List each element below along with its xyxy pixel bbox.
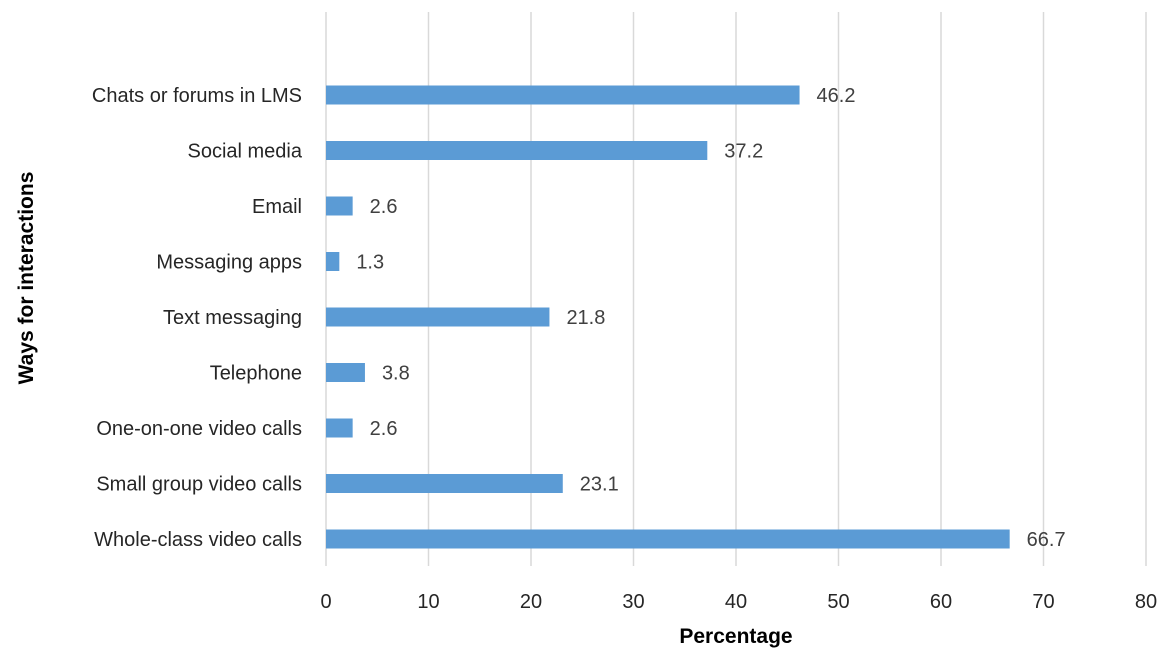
x-tick-label: 50 — [827, 591, 849, 613]
bar — [326, 529, 1010, 549]
category-label: Chats or forums in LMS — [92, 85, 302, 107]
bar — [326, 418, 353, 438]
data-label: 21.8 — [566, 307, 605, 329]
bar — [326, 363, 365, 382]
category-label: Whole-class video calls — [94, 529, 302, 551]
x-tick-label: 30 — [622, 591, 644, 613]
x-tick-label: 20 — [520, 591, 542, 613]
category-label: Email — [252, 196, 302, 218]
data-label: 23.1 — [580, 474, 619, 496]
x-tick-label: 70 — [1032, 591, 1054, 613]
x-tick-label: 0 — [320, 591, 331, 613]
category-label: One-on-one video calls — [96, 418, 302, 440]
x-tick-label: 60 — [930, 591, 952, 613]
data-label: 66.7 — [1027, 529, 1066, 551]
x-tick-label: 40 — [725, 591, 747, 613]
data-label: 3.8 — [382, 363, 410, 385]
bar — [326, 85, 800, 105]
category-labels: Chats or forums in LMS Social media Email M… — [92, 85, 303, 551]
bar — [326, 252, 340, 271]
x-tick-label: 10 — [417, 591, 439, 613]
x-axis-title: Percentage — [679, 625, 792, 648]
category-label: Text messaging — [163, 307, 302, 329]
bar — [326, 307, 550, 327]
x-tick-label: 80 — [1135, 591, 1157, 613]
category-label: Social media — [187, 141, 302, 163]
data-label: 37.2 — [724, 141, 763, 163]
y-axis-title: Ways for interactions — [15, 172, 38, 385]
bar — [326, 474, 563, 493]
category-label: Telephone — [210, 363, 302, 385]
data-label: 2.6 — [370, 418, 398, 440]
x-tick-labels: 0 10 20 30 40 50 60 70 80 — [320, 591, 1157, 613]
data-labels: 46.2 37.2 2.6 1.3 21.8 3.8 2.6 23.1 66.7 — [356, 85, 1065, 551]
category-label: Messaging apps — [156, 252, 302, 274]
bars — [326, 85, 1010, 549]
data-label: 2.6 — [370, 196, 398, 218]
data-label: 1.3 — [356, 252, 384, 274]
bar — [326, 141, 708, 160]
bar — [326, 196, 353, 216]
data-label: 46.2 — [817, 85, 856, 107]
category-label: Small group video calls — [96, 474, 302, 496]
